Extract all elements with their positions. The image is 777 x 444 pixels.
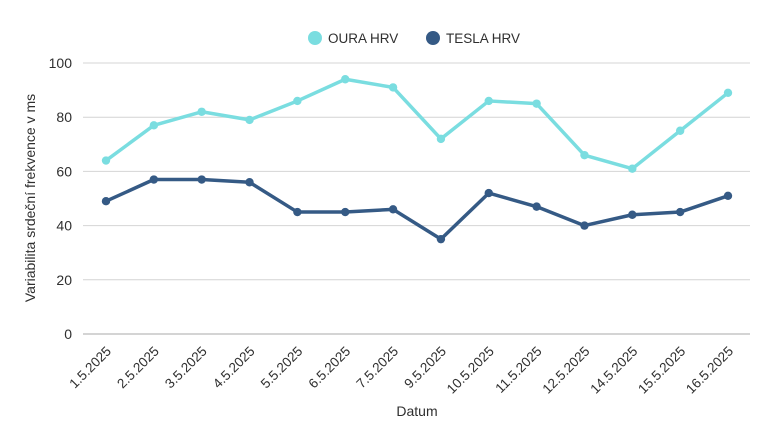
legend-marker-tesla xyxy=(426,31,440,45)
data-point-tesla-hrv[interactable] xyxy=(580,221,589,230)
data-point-tesla-hrv[interactable] xyxy=(293,207,302,217)
x-tick-label: 11.5.2025 xyxy=(492,344,544,396)
x-tick-label: 12.5.2025 xyxy=(540,344,593,397)
legend: OURA HRV TESLA HRV xyxy=(308,31,520,46)
data-point-oura-hrv[interactable] xyxy=(245,115,254,125)
x-tick-label: 15.5.2025 xyxy=(635,344,688,397)
series-line-oura-hrv xyxy=(104,77,730,171)
y-tick-label: 60 xyxy=(56,163,72,179)
legend-item-tesla[interactable]: TESLA HRV xyxy=(426,31,520,46)
gridlines xyxy=(83,62,750,335)
data-point-oura-hrv[interactable] xyxy=(149,121,159,130)
x-tick-label: 7.5.2025 xyxy=(353,344,401,392)
y-tick-label: 40 xyxy=(56,218,72,234)
x-tick-label: 9.5.2025 xyxy=(401,344,449,392)
series-line-tesla-hrv xyxy=(104,177,730,241)
data-point-oura-hrv[interactable] xyxy=(436,134,446,144)
x-axis-ticks: 1.5.2025 2.5.2025 3.5.2025 4.5.2025 5.5.2025… xyxy=(66,344,736,397)
x-tick-label: 4.5.2025 xyxy=(210,344,258,392)
data-point-oura-hrv[interactable] xyxy=(580,150,589,160)
legend-label-tesla: TESLA HRV xyxy=(446,31,520,46)
data-point-oura-hrv[interactable] xyxy=(341,75,350,84)
y-tick-label: 20 xyxy=(56,272,72,288)
x-tick-label: 10.5.2025 xyxy=(444,344,497,397)
y-axis-title: Variabilita srdeční frekvence v ms xyxy=(22,94,38,302)
series-tesla-hrv xyxy=(101,175,733,244)
data-point-tesla-hrv[interactable] xyxy=(532,202,541,211)
y-axis-ticks: 0 20 40 60 80 100 xyxy=(49,55,73,342)
data-point-tesla-hrv[interactable] xyxy=(628,210,637,219)
x-tick-label: 16.5.2025 xyxy=(683,344,736,397)
data-point-oura-hrv[interactable] xyxy=(628,164,637,173)
data-point-tesla-hrv[interactable] xyxy=(675,207,685,217)
data-point-oura-hrv[interactable] xyxy=(293,96,302,106)
data-point-tesla-hrv[interactable] xyxy=(101,197,111,206)
data-point-oura-hrv[interactable] xyxy=(197,107,206,116)
x-tick-label: 3.5.2025 xyxy=(162,344,210,392)
series-oura-hrv xyxy=(101,75,733,173)
x-tick-label: 1.5.2025 xyxy=(66,344,114,392)
data-point-oura-hrv[interactable] xyxy=(484,96,493,106)
data-point-tesla-hrv[interactable] xyxy=(723,191,733,200)
x-tick-label: 2.5.2025 xyxy=(114,344,162,392)
data-point-oura-hrv[interactable] xyxy=(723,88,733,98)
y-tick-label: 0 xyxy=(64,326,72,342)
data-point-oura-hrv[interactable] xyxy=(101,156,111,165)
data-point-oura-hrv[interactable] xyxy=(532,99,541,108)
data-point-tesla-hrv[interactable] xyxy=(484,188,493,198)
legend-label-oura: OURA HRV xyxy=(328,31,398,46)
y-tick-label: 100 xyxy=(49,55,73,71)
series xyxy=(101,75,733,244)
data-point-tesla-hrv[interactable] xyxy=(149,175,159,184)
x-axis-title: Datum xyxy=(396,403,437,419)
data-point-tesla-hrv[interactable] xyxy=(197,175,206,184)
data-point-tesla-hrv[interactable] xyxy=(245,178,254,187)
data-point-tesla-hrv[interactable] xyxy=(341,207,350,217)
data-point-oura-hrv[interactable] xyxy=(675,126,685,135)
y-tick-label: 80 xyxy=(56,109,72,125)
x-tick-label: 5.5.2025 xyxy=(258,344,306,392)
legend-item-oura[interactable]: OURA HRV xyxy=(308,31,398,46)
x-tick-label: 6.5.2025 xyxy=(306,344,354,392)
data-point-tesla-hrv[interactable] xyxy=(436,234,446,244)
x-tick-label: 14.5.2025 xyxy=(587,344,640,397)
data-point-oura-hrv[interactable] xyxy=(388,83,398,92)
data-point-tesla-hrv[interactable] xyxy=(388,205,398,214)
legend-marker-oura xyxy=(308,31,322,45)
